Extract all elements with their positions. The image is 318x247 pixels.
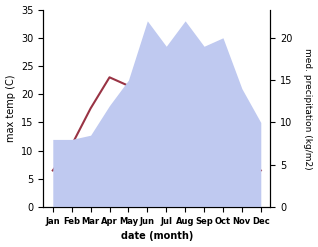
X-axis label: date (month): date (month) xyxy=(121,231,193,242)
Y-axis label: max temp (C): max temp (C) xyxy=(5,75,16,142)
Y-axis label: med. precipitation (kg/m2): med. precipitation (kg/m2) xyxy=(303,48,313,169)
